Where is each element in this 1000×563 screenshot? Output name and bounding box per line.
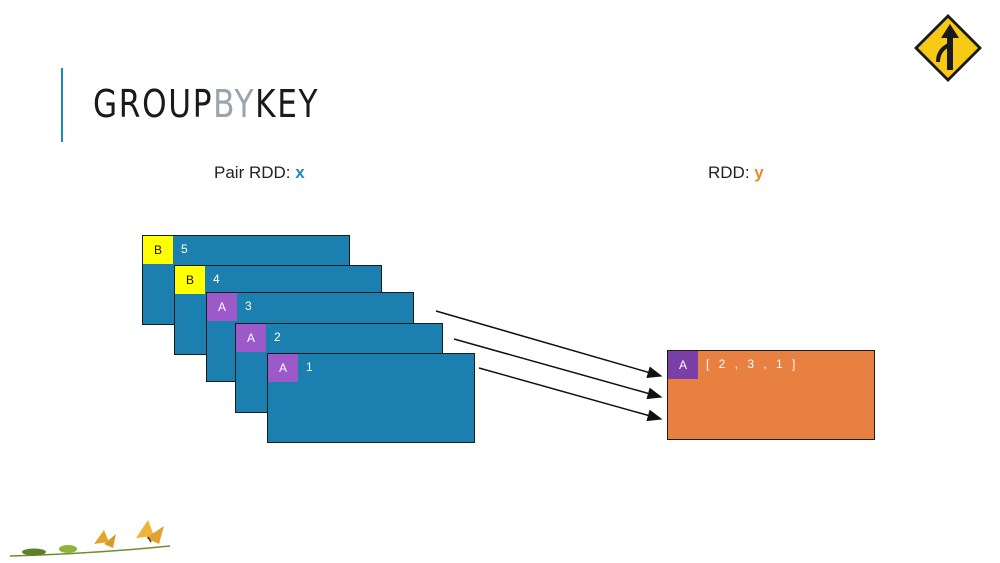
title-part-by: BY: [213, 82, 256, 126]
key-badge: A: [268, 354, 298, 382]
key-badge: A: [236, 324, 266, 352]
key-badge: B: [143, 236, 173, 264]
pair-value: 1: [306, 360, 313, 374]
caption-x-prefix: Pair RDD:: [214, 163, 296, 182]
pair-value: 5: [181, 242, 188, 256]
caption-y-var: y: [754, 163, 764, 182]
caption-rdd-y: RDD: y: [708, 163, 764, 183]
title-part-key: KEY: [255, 82, 320, 126]
output-value-list: [ 2 , 3 , 1 ]: [706, 357, 799, 371]
slide-title: GROUPBYKEY: [93, 82, 319, 126]
merge-sign-icon: [914, 14, 982, 82]
key-badge: A: [207, 293, 237, 321]
butterfly-lifecycle-icon: [10, 520, 171, 557]
caption-y-prefix: RDD:: [708, 163, 755, 182]
partition-card: A 1: [267, 353, 475, 443]
key-badge: B: [175, 266, 205, 294]
arrow: [435, 310, 663, 379]
pair-value: 3: [245, 299, 252, 313]
caption-pair-rdd-x: Pair RDD: x: [214, 163, 305, 183]
pair-value: 2: [274, 330, 281, 344]
caption-x-var: x: [295, 163, 305, 182]
accent-bar: [61, 68, 63, 142]
output-key-badge: A: [668, 351, 698, 379]
title-part-group: GROUP: [93, 82, 214, 126]
output-partition: A [ 2 , 3 , 1 ]: [667, 350, 875, 440]
arrow: [478, 367, 663, 422]
arrow: [453, 338, 663, 400]
pair-value: 4: [213, 272, 220, 286]
